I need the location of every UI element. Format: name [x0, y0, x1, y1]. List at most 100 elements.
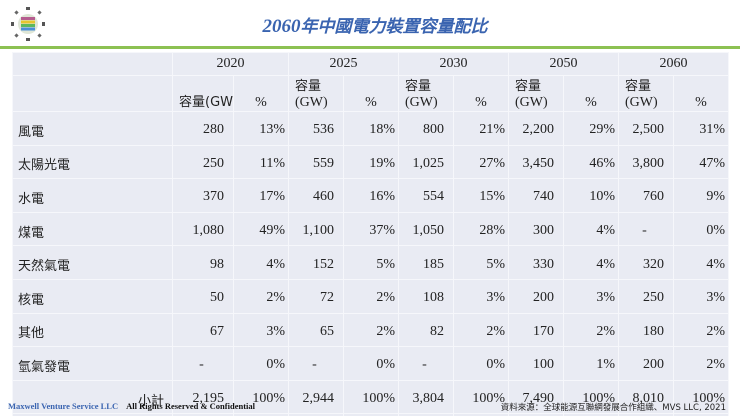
percent-cell: 2% — [673, 312, 729, 348]
capacity-cell: 152 — [288, 245, 344, 280]
capacity-cell: 3,450 — [508, 144, 564, 180]
percent-cell: 49% — [233, 211, 289, 247]
table-row: 氫氣發電 -0% -0% -0% 100 1% 200 2% — [12, 346, 729, 381]
capacity-cell: 280 — [172, 111, 234, 146]
capacity-cell: 98 — [172, 245, 234, 280]
unit-header-row: 容量(GW) % 容量 (GW) % 容量 (GW) % 容量 (GW) % 容量 (G… — [12, 75, 729, 112]
percent-cell: 2% — [453, 312, 509, 348]
table-row: 太陽光電 250 11% 559 19% 1,025 27% 3,450 46% 3,800 47% — [12, 144, 729, 180]
rights-text: All Rights Reserved & Confidential — [126, 401, 256, 411]
percent-cell: 5% — [343, 245, 399, 280]
capacity-cell: 170 — [508, 312, 564, 348]
row-label: 太陽光電 — [12, 144, 173, 180]
capacity-cell: 554 — [398, 178, 454, 213]
capacity-cell: 67 — [172, 312, 234, 348]
capacity-header: 容量(GW) — [508, 75, 564, 112]
percent-cell: 4% — [563, 211, 619, 247]
capacity-cell: 65 — [288, 312, 344, 348]
year-header-row: 2020 2025 2030 2050 2060 — [12, 52, 729, 76]
percent-cell: 2% — [233, 278, 289, 314]
row-label: 水電 — [12, 178, 173, 213]
capacity-cell: 7,490 — [508, 379, 564, 415]
header-corner — [12, 75, 173, 112]
capacity-header: 容量(GW) — [398, 75, 454, 112]
capacity-cell: 250 — [172, 144, 234, 180]
title-divider — [0, 46, 740, 49]
capacity-cell: 1,025 — [398, 144, 454, 180]
company-name: Maxwell Venture Service LLC — [8, 401, 119, 411]
percent-cell: 1% — [563, 346, 619, 381]
percent-cell: 0% — [673, 211, 729, 247]
storage-row: 儲能-40130600750 — [12, 413, 729, 416]
capacity-header: 容量(GW) — [288, 75, 344, 112]
percent-cell: 19% — [343, 144, 399, 180]
capacity-cell: 250 — [618, 278, 674, 314]
capacity-cell: - — [618, 211, 674, 247]
percent-cell: 31% — [673, 111, 729, 146]
percent-cell: 3% — [673, 278, 729, 314]
year-header: 2020 — [172, 52, 289, 76]
percent-cell: 2% — [343, 312, 399, 348]
capacity-cell: - — [398, 346, 454, 381]
percent-cell: 2% — [563, 312, 619, 348]
percent-cell: 0% — [453, 346, 509, 381]
percent-cell: 11% — [233, 144, 289, 180]
capacity-cell: 559 — [288, 144, 344, 180]
percent-cell: 27% — [453, 144, 509, 180]
percent-cell: 46% — [563, 144, 619, 180]
capacity-cell: 800 — [398, 111, 454, 146]
percent-cell: 9% — [673, 178, 729, 213]
percent-cell: 2% — [343, 278, 399, 314]
capacity-cell: 50 — [172, 278, 234, 314]
percent-cell: 100% — [673, 379, 729, 415]
table-row: 風電 280 13% 536 18% 800 21% 2,200 29% 2,500 31% — [12, 111, 729, 146]
percent-cell: 2% — [673, 346, 729, 381]
percent-header: % — [343, 75, 399, 112]
capacity-cell: 3,800 — [618, 144, 674, 180]
capacity-cell: 1,100 — [288, 211, 344, 247]
capacity-cell: 200 — [618, 346, 674, 381]
percent-cell: 0% — [343, 346, 399, 381]
subtotal-row: 小計 2,195 100% 2,944 100% 3,804 100% 7,490 100% 8,… — [12, 379, 729, 415]
year-header: 2050 — [508, 52, 619, 76]
row-label: 天然氣電 — [12, 245, 173, 280]
percent-cell: 21% — [453, 111, 509, 146]
percent-cell: 4% — [233, 245, 289, 280]
percent-cell: 16% — [343, 178, 399, 213]
percent-cell: 37% — [343, 211, 399, 247]
percent-cell: 28% — [453, 211, 509, 247]
percent-cell: 17% — [233, 178, 289, 213]
percent-header: % — [563, 75, 619, 112]
row-label: 風電 — [12, 111, 173, 146]
data-source: 資料來源：全球能源互聯網發展合作組織、MVS LLC, 2021 — [500, 403, 726, 413]
capacity-cell: 330 — [508, 245, 564, 280]
footer-copyright: Maxwell Venture Service LLC All Rights Re… — [8, 401, 255, 411]
row-label: 氫氣發電 — [12, 346, 173, 381]
capacity-header: 容量(GW) — [172, 75, 234, 112]
row-label: 核電 — [12, 278, 173, 314]
year-header: 2030 — [398, 52, 509, 76]
title-year: 2060 — [262, 16, 301, 37]
percent-header: % — [673, 75, 729, 112]
capacity-cell: - — [288, 346, 344, 381]
capacity-cell: 370 — [172, 178, 234, 213]
percent-header: % — [233, 75, 289, 112]
capacity-cell: 3,804 — [398, 379, 454, 415]
capacity-cell: 185 — [398, 245, 454, 280]
table-row: 其他 67 3% 65 2% 82 2% 170 2% 180 2% — [12, 312, 729, 348]
capacity-cell: 2,944 — [288, 379, 344, 415]
percent-cell: 3% — [233, 312, 289, 348]
row-label: 其他 — [12, 312, 173, 348]
capacity-cell: 1,050 — [398, 211, 454, 247]
capacity-cell: 100 — [508, 346, 564, 381]
percent-cell: 100% — [233, 379, 289, 415]
capacity-cell: 300 — [508, 211, 564, 247]
capacity-cell: 8,010 — [618, 379, 674, 415]
capacity-cell: 82 — [398, 312, 454, 348]
percent-cell: 3% — [453, 278, 509, 314]
percent-cell: 47% — [673, 144, 729, 180]
capacity-cell: 760 — [618, 178, 674, 213]
percent-cell: 4% — [563, 245, 619, 280]
row-label: 煤電 — [12, 211, 173, 247]
header-corner — [12, 52, 173, 76]
